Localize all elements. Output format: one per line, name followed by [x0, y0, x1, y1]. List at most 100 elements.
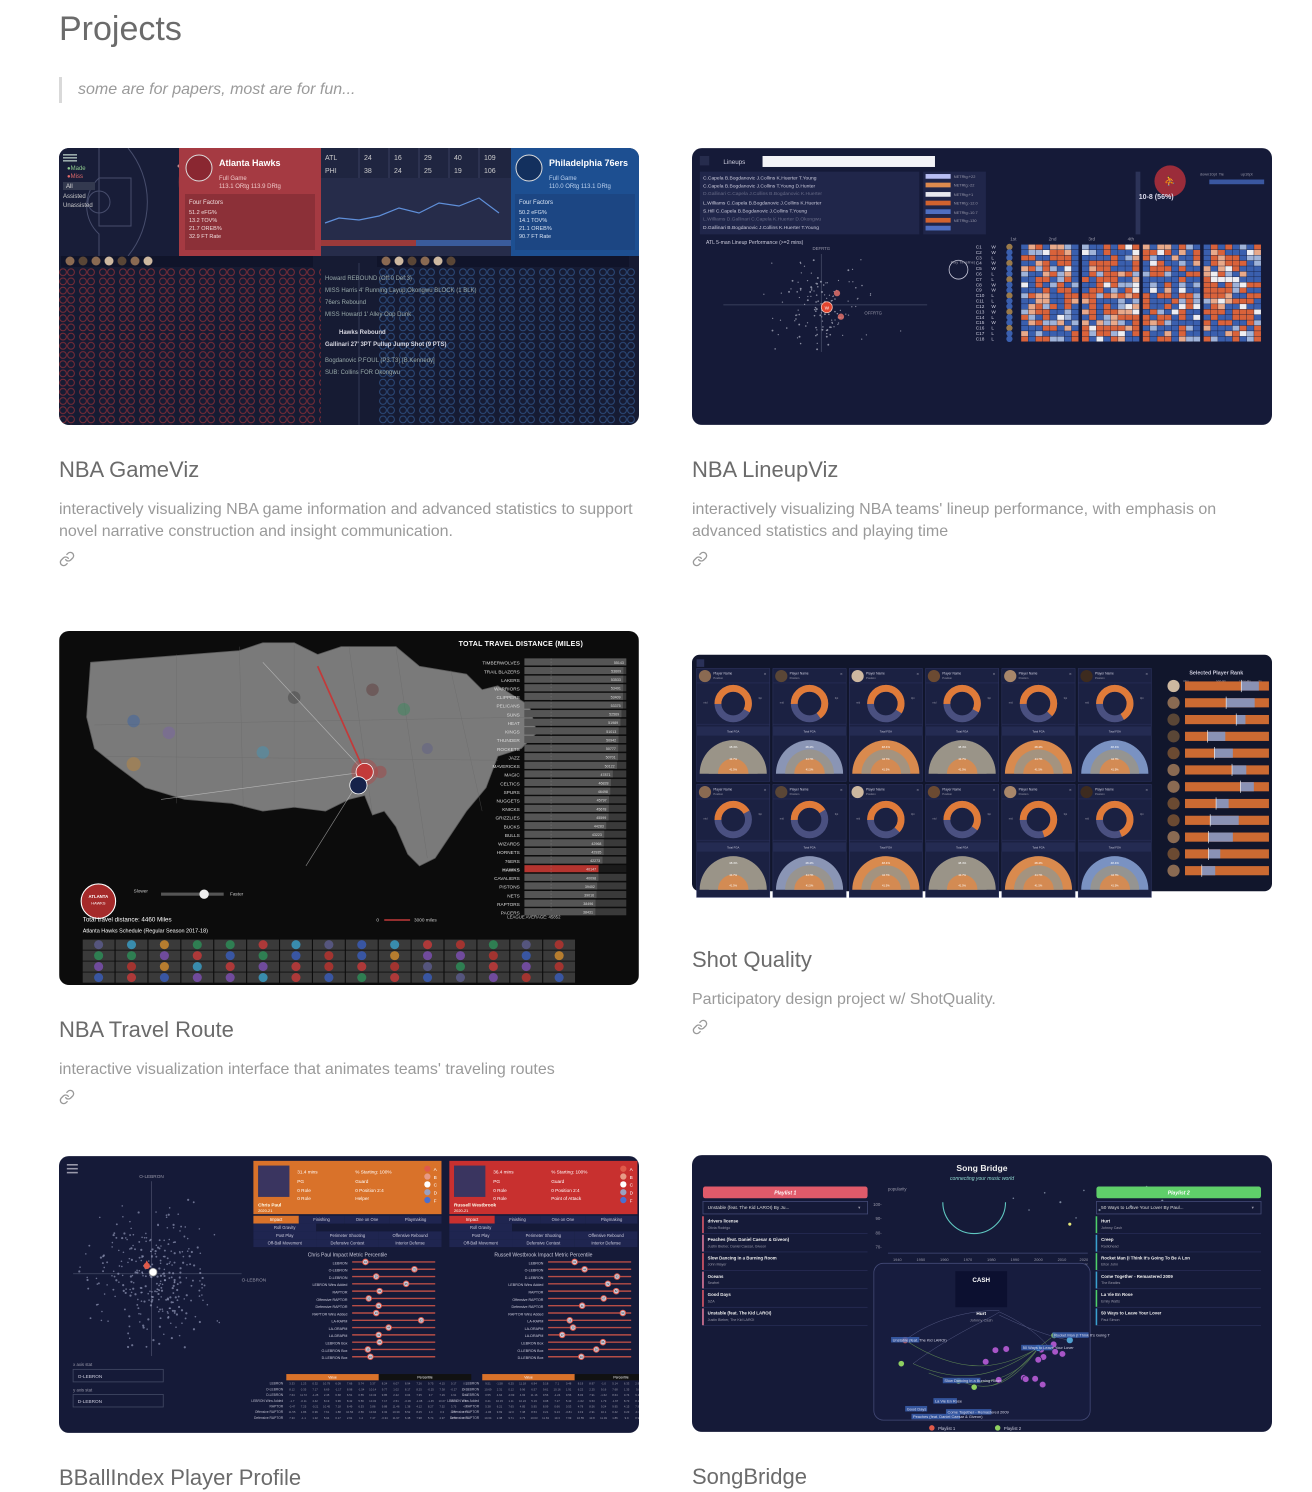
svg-text:Elton John: Elton John	[1101, 1262, 1118, 1266]
svg-text:8.12: 8.12	[289, 1387, 295, 1391]
svg-text:8.24: 8.24	[382, 1381, 388, 1385]
svg-text:2000: 2000	[1034, 1257, 1044, 1262]
svg-text:×: ×	[764, 787, 767, 792]
svg-text:Player Name: Player Name	[866, 671, 885, 675]
svg-text:Defensive Contest: Defensive Contest	[331, 1240, 366, 1245]
svg-text:HAWKS: HAWKS	[502, 867, 519, 872]
svg-text:OFFRTG: OFFRTG	[864, 310, 882, 315]
svg-text:5.14: 5.14	[612, 1381, 618, 1385]
svg-text:KINGS: KINGS	[505, 729, 520, 734]
svg-text:SUNS: SUNS	[507, 712, 520, 717]
svg-text:1990: 1990	[1011, 1257, 1021, 1262]
svg-text:9.71: 9.71	[508, 1416, 514, 1420]
svg-text:D-LEBRON: D-LEBRON	[266, 1393, 284, 1397]
svg-text:11.72: 11.72	[300, 1393, 307, 1397]
svg-text:10.22: 10.22	[519, 1399, 526, 1403]
svg-text:TRAIL BLAZERS: TRAIL BLAZERS	[484, 669, 520, 674]
svg-text:D-LEBRON Box: D-LEBRON Box	[322, 1356, 348, 1360]
svg-text:0.53: 0.53	[566, 1404, 572, 1408]
svg-text:Olivia Rodrigo: Olivia Rodrigo	[708, 1226, 731, 1230]
svg-text:-1.06: -1.06	[485, 1410, 492, 1414]
svg-text:6.22: 6.22	[578, 1387, 584, 1391]
svg-text:10.55: 10.55	[577, 1416, 584, 1420]
svg-text:CASH: CASH	[972, 1277, 990, 1284]
svg-text:1.35: 1.35	[624, 1387, 630, 1391]
svg-text:Player Name: Player Name	[866, 787, 885, 791]
svg-text:8.25: 8.25	[416, 1387, 422, 1391]
svg-text:-1.62: -1.62	[577, 1399, 584, 1403]
svg-text:66: 66	[601, 1340, 604, 1344]
svg-text:×: ×	[764, 671, 767, 676]
svg-text:mid: mid	[932, 817, 937, 820]
svg-text:×: ×	[840, 787, 843, 792]
svg-text:One on One: One on One	[552, 1217, 575, 1222]
svg-text:Four Factors: Four Factors	[519, 200, 553, 206]
svg-text:3pt: 3pt	[835, 813, 839, 816]
svg-text:2.51: 2.51	[393, 1399, 399, 1403]
svg-text:L: L	[991, 315, 994, 320]
svg-text:4.91: 4.91	[451, 1393, 457, 1397]
svg-text:41.5%: 41.5%	[1111, 768, 1119, 772]
svg-text:7.17: 7.17	[312, 1387, 318, 1391]
svg-text:THUNDER: THUNDER	[497, 738, 521, 743]
svg-text:4.93: 4.93	[520, 1393, 526, 1397]
svg-text:Guard: Guard	[355, 1179, 368, 1184]
svg-text:38496: 38496	[583, 902, 593, 906]
svg-text:CLIPPERS: CLIPPERS	[497, 695, 520, 700]
svg-text:9.9: 9.9	[625, 1416, 629, 1420]
svg-text:Good Days: Good Days	[708, 1292, 732, 1297]
svg-text:Value: Value	[328, 1376, 337, 1380]
svg-text:24: 24	[364, 155, 372, 162]
svg-text:MISS Harris 4' Running Layup;O: MISS Harris 4' Running Layup;Okongwu BLO…	[325, 288, 477, 294]
svg-text:BULLS: BULLS	[505, 833, 520, 838]
svg-text:4.97: 4.97	[439, 1416, 445, 1420]
svg-text:5.0: 5.0	[636, 1387, 639, 1391]
svg-text:Rocket Man (I Think It's Going: Rocket Man (I Think It's Going To Be A L…	[1101, 1255, 1190, 1260]
svg-text:B: B	[434, 1175, 437, 1180]
svg-text:NETRtg:-12.0: NETRtg:-12.0	[954, 201, 979, 206]
svg-text:10.63: 10.63	[531, 1416, 538, 1420]
svg-text:44.7%: 44.7%	[806, 873, 814, 877]
svg-text:44.7%: 44.7%	[958, 757, 966, 761]
svg-text:0.42: 0.42	[612, 1410, 618, 1414]
svg-text:83: 83	[420, 1318, 423, 1322]
svg-text:-1.08: -1.08	[416, 1399, 423, 1403]
svg-text:Interior Defense: Interior Defense	[591, 1240, 621, 1245]
svg-text:WARRIORS: WARRIORS	[494, 686, 520, 691]
svg-text:70-: 70-	[875, 1244, 882, 1249]
svg-text:Player Name: Player Name	[1019, 787, 1038, 791]
svg-text:7.65: 7.65	[508, 1404, 514, 1408]
svg-text:8.19: 8.19	[324, 1399, 330, 1403]
svg-text:LEBRON Wins Added: LEBRON Wins Added	[251, 1399, 283, 1403]
svg-text:C5: C5	[976, 266, 982, 271]
svg-text:Off-Ball Movement: Off-Ball Movement	[268, 1240, 303, 1245]
svg-text:41.5%: 41.5%	[882, 884, 890, 888]
svg-text:5.56: 5.56	[358, 1399, 364, 1403]
svg-text:Peaches (feat. Daniel Caesar &: Peaches (feat. Daniel Caesar & Giveon)	[708, 1237, 790, 1242]
svg-text:●Miss: ●Miss	[67, 174, 83, 180]
svg-text:-1.58: -1.58	[496, 1381, 503, 1385]
svg-text:Defensive RAPTOR: Defensive RAPTOR	[450, 1416, 480, 1420]
svg-text:2.91: 2.91	[589, 1410, 595, 1414]
svg-text:Position: Position	[790, 792, 800, 796]
svg-text:L: L	[991, 326, 994, 331]
svg-text:Faster: Faster	[230, 892, 244, 897]
svg-text:mid: mid	[780, 701, 785, 704]
svg-text:Total FGA: Total FGA	[1109, 845, 1121, 849]
svg-text:O-LEBRON: O-LEBRON	[78, 1374, 102, 1379]
svg-text:3pt: 3pt	[1140, 697, 1144, 700]
svg-text:D-LEBRON: D-LEBRON	[329, 1276, 348, 1280]
svg-text:44: 44	[583, 1267, 586, 1271]
svg-text:40: 40	[580, 1355, 583, 1359]
svg-text:Oceans: Oceans	[708, 1274, 724, 1279]
svg-text:42968: 42968	[591, 842, 601, 846]
svg-text:1.86: 1.86	[301, 1410, 307, 1414]
svg-text:10.64: 10.64	[484, 1416, 491, 1420]
svg-text:10.79: 10.79	[323, 1381, 330, 1385]
svg-text:42273: 42273	[590, 859, 600, 863]
svg-text:7.18: 7.18	[335, 1404, 341, 1408]
svg-text:50 Ways to Leave Your Lover: 50 Ways to Leave Your Lover	[1023, 1345, 1075, 1350]
svg-text:48.4%: 48.4%	[882, 745, 891, 749]
svg-text:12.0: 12.0	[508, 1410, 514, 1414]
svg-text:Emily Watts: Emily Watts	[1101, 1299, 1120, 1303]
